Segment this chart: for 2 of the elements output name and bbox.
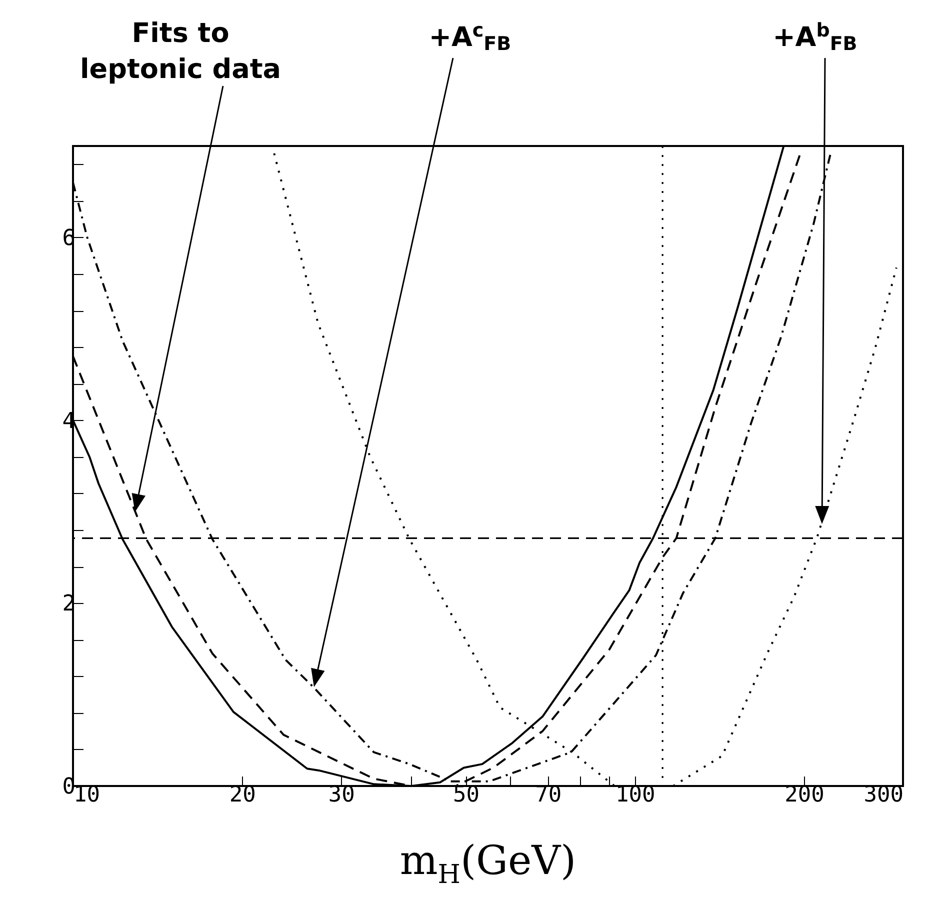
x-axis-title: m$_{H}$(GeV) <box>398 838 578 890</box>
text: Fits to leptonic data <box>79 17 282 87</box>
